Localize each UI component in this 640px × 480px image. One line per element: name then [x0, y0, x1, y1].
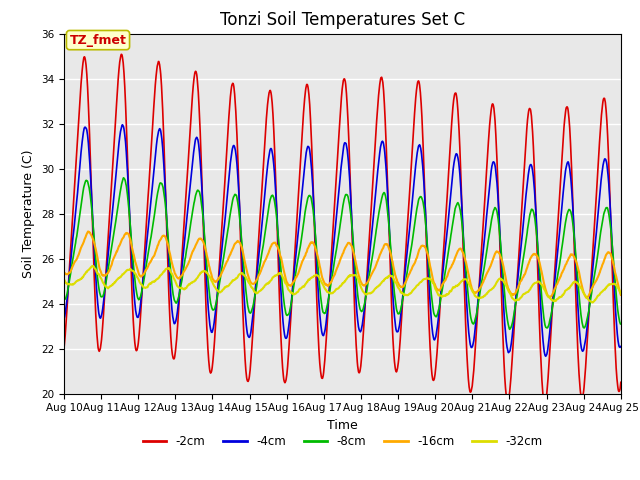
- -4cm: [502, 335, 509, 340]
- -32cm: [502, 282, 509, 288]
- -4cm: [60, 316, 68, 322]
- -16cm: [583, 295, 591, 301]
- Line: -16cm: -16cm: [64, 231, 621, 298]
- -16cm: [617, 292, 625, 298]
- -2cm: [171, 354, 179, 360]
- -32cm: [171, 277, 179, 283]
- X-axis label: Time: Time: [327, 419, 358, 432]
- -2cm: [617, 379, 625, 385]
- -2cm: [117, 51, 125, 57]
- -16cm: [429, 277, 437, 283]
- -8cm: [60, 296, 68, 302]
- -16cm: [551, 286, 559, 291]
- -4cm: [429, 333, 437, 339]
- -16cm: [171, 270, 179, 276]
- -4cm: [184, 203, 192, 208]
- -2cm: [502, 390, 509, 396]
- Line: -8cm: -8cm: [64, 178, 621, 329]
- Line: -2cm: -2cm: [64, 54, 621, 404]
- -32cm: [617, 290, 625, 296]
- Line: -32cm: -32cm: [64, 266, 621, 302]
- -32cm: [184, 282, 192, 288]
- -4cm: [542, 353, 550, 359]
- -8cm: [617, 321, 625, 327]
- -8cm: [502, 305, 509, 311]
- -16cm: [60, 269, 68, 275]
- Line: -4cm: -4cm: [64, 125, 621, 356]
- -8cm: [184, 238, 192, 243]
- -32cm: [589, 300, 596, 305]
- -16cm: [246, 279, 254, 285]
- -8cm: [506, 326, 513, 332]
- Legend: -2cm, -4cm, -8cm, -16cm, -32cm: -2cm, -4cm, -8cm, -16cm, -32cm: [138, 430, 547, 453]
- Y-axis label: Soil Temperature (C): Soil Temperature (C): [22, 149, 35, 278]
- -8cm: [120, 175, 127, 180]
- -8cm: [552, 286, 559, 291]
- -4cm: [552, 272, 559, 277]
- -4cm: [617, 344, 625, 349]
- -4cm: [171, 321, 179, 326]
- Text: TZ_fmet: TZ_fmet: [70, 34, 127, 47]
- -2cm: [552, 258, 559, 264]
- -8cm: [429, 306, 437, 312]
- -2cm: [541, 401, 549, 407]
- -32cm: [551, 298, 559, 304]
- Title: Tonzi Soil Temperatures Set C: Tonzi Soil Temperatures Set C: [220, 11, 465, 29]
- -16cm: [502, 276, 509, 282]
- -8cm: [246, 310, 254, 316]
- -2cm: [184, 159, 192, 165]
- -32cm: [60, 276, 68, 282]
- -8cm: [171, 298, 179, 304]
- -2cm: [60, 346, 68, 351]
- -16cm: [84, 228, 92, 234]
- -32cm: [246, 283, 254, 288]
- -2cm: [246, 363, 254, 369]
- -16cm: [184, 261, 192, 267]
- -4cm: [246, 331, 254, 337]
- -32cm: [89, 263, 97, 269]
- -32cm: [429, 280, 437, 286]
- -2cm: [429, 377, 437, 383]
- -4cm: [118, 122, 126, 128]
